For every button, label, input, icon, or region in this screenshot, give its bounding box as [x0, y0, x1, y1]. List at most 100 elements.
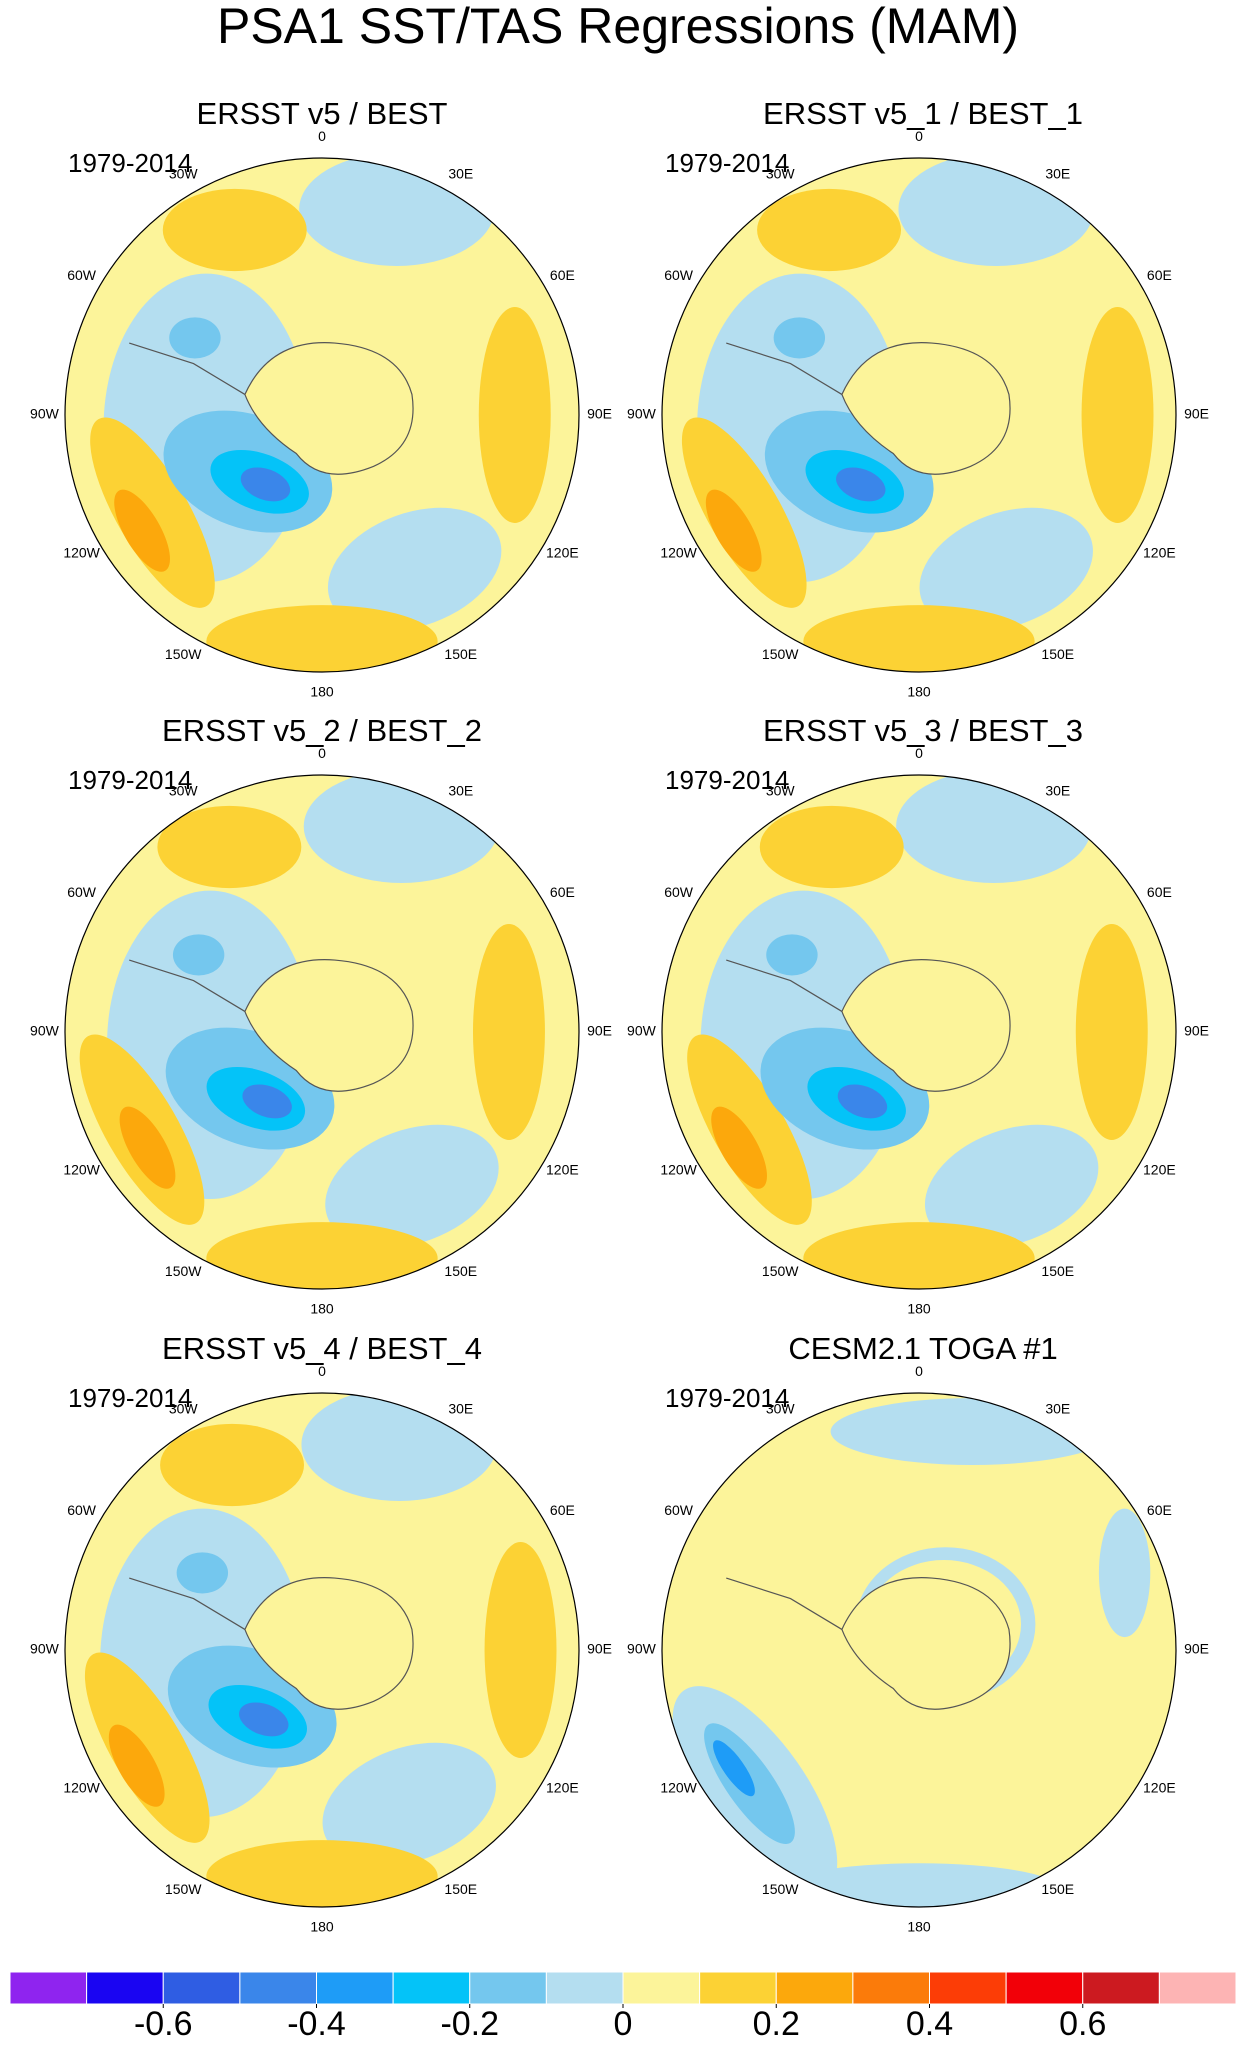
field-region: [681, 417, 807, 608]
colorbar-box: [775, 1971, 854, 2005]
field-region: [759, 805, 904, 889]
longitude-label: 90W: [627, 1023, 657, 1039]
longitude-label: 150E: [1041, 1881, 1074, 1897]
figure-title: PSA1 SST/TAS Regressions (MAM): [217, 0, 1019, 54]
field-region: [162, 188, 307, 272]
field-region: [172, 934, 225, 976]
longitude-label: 30W: [766, 1400, 796, 1416]
colorbar-box: [622, 1971, 701, 2005]
map: [65, 1393, 579, 1907]
longitude-label: 30W: [169, 782, 199, 798]
longitude-label: 0: [915, 128, 923, 144]
map: [662, 158, 1176, 672]
longitude-label: 150W: [762, 1881, 799, 1897]
longitude-label: 30W: [766, 782, 796, 798]
field-region: [830, 1398, 1114, 1465]
antarctica: [244, 1577, 414, 1710]
field-region: [711, 1106, 767, 1189]
longitude-label: 30E: [1045, 165, 1070, 181]
panel-title: CESM2.1 TOGA #1: [788, 1331, 1057, 1366]
colorbar-box: [699, 1971, 777, 2005]
colorbar-tick-label: 0.2: [753, 2005, 800, 2043]
colorbar-tick-label: 0: [614, 2005, 633, 2043]
map-border: [64, 157, 580, 673]
period-label: 1979-2014: [68, 1383, 192, 1413]
field-region: [322, 1742, 496, 1866]
colorbar-tick-label: -0.4: [287, 2005, 346, 2043]
longitude-label: 150W: [165, 1263, 202, 1279]
longitude-label: 60E: [1147, 267, 1172, 283]
antarctica: [244, 959, 414, 1092]
field-region: [1098, 1508, 1151, 1638]
field-region: [1081, 307, 1154, 523]
map-border: [661, 157, 1177, 673]
field-region: [472, 924, 545, 1140]
longitude-label: 150E: [444, 646, 477, 662]
longitude-label: 60E: [550, 1502, 575, 1518]
map: [662, 1393, 1176, 1907]
longitude-label: 30E: [448, 782, 473, 798]
longitude-label: 60E: [1147, 1502, 1172, 1518]
longitude-label: 150E: [1041, 646, 1074, 662]
field-region: [325, 1124, 499, 1248]
longitude-label: 120W: [63, 544, 100, 560]
antarctica: [841, 342, 1011, 475]
field-region: [157, 805, 302, 889]
colorbar-box: [316, 1971, 394, 2005]
longitude-label: 90E: [587, 1641, 612, 1657]
longitude-label: 150E: [444, 1263, 477, 1279]
map-border: [661, 1392, 1177, 1908]
longitude-label: 150W: [165, 646, 202, 662]
colorbar-tick-label: -0.2: [440, 2005, 499, 2043]
field-region: [484, 1542, 557, 1758]
colorbar-box: [392, 1971, 471, 2005]
colorbar-box: [1158, 1971, 1237, 2005]
longitude-label: 30E: [1045, 782, 1070, 798]
longitude-label: 0: [915, 1363, 923, 1379]
longitude-label: 60W: [664, 1502, 694, 1518]
field-region: [713, 1740, 755, 1797]
map: [65, 158, 579, 672]
longitude-label: 90E: [1184, 406, 1209, 422]
field-region: [757, 188, 902, 272]
longitude-label: 150E: [444, 1881, 477, 1897]
field-region: [687, 1034, 812, 1225]
field-region: [84, 1652, 210, 1843]
longitude-label: 120E: [1143, 1779, 1176, 1795]
longitude-label: 120E: [546, 544, 579, 560]
longitude-label: 30W: [169, 1400, 199, 1416]
longitude-label: 90E: [1184, 1641, 1209, 1657]
field-region: [924, 1124, 1099, 1248]
colorbar-box: [162, 1971, 241, 2005]
map-border: [661, 774, 1177, 1290]
longitude-label: 150E: [1041, 1263, 1074, 1279]
colorbar-tick-label: -0.6: [134, 2005, 193, 2043]
colorbar-box: [1005, 1971, 1084, 2005]
field-region: [160, 1423, 305, 1507]
field-region: [206, 605, 438, 672]
panel-title: ERSST v5_2 / BEST_2: [162, 713, 482, 748]
longitude-label: 90W: [30, 406, 60, 422]
field-region: [240, 467, 291, 502]
colorbar-box: [852, 1971, 930, 2005]
longitude-label: 30E: [448, 1400, 473, 1416]
longitude-label: 120W: [660, 1779, 697, 1795]
colorbar-box: [469, 1971, 547, 2005]
peninsula: [726, 342, 843, 395]
field-region: [1075, 924, 1148, 1140]
longitude-label: 120W: [660, 1161, 697, 1177]
field-region: [478, 307, 551, 523]
field-region: [773, 317, 826, 359]
map: [65, 775, 579, 1289]
field-region: [242, 1084, 292, 1119]
longitude-label: 0: [318, 1363, 326, 1379]
longitude-label: 120E: [1143, 544, 1176, 560]
longitude-label: 60W: [664, 884, 694, 900]
colorbar-box: [86, 1971, 164, 2005]
colorbar-box: [545, 1971, 624, 2005]
longitude-label: 30W: [766, 165, 796, 181]
longitude-label: 150W: [165, 1881, 202, 1897]
longitude-label: 0: [318, 128, 326, 144]
colorbar-box: [1082, 1971, 1160, 2005]
longitude-label: 120W: [660, 544, 697, 560]
